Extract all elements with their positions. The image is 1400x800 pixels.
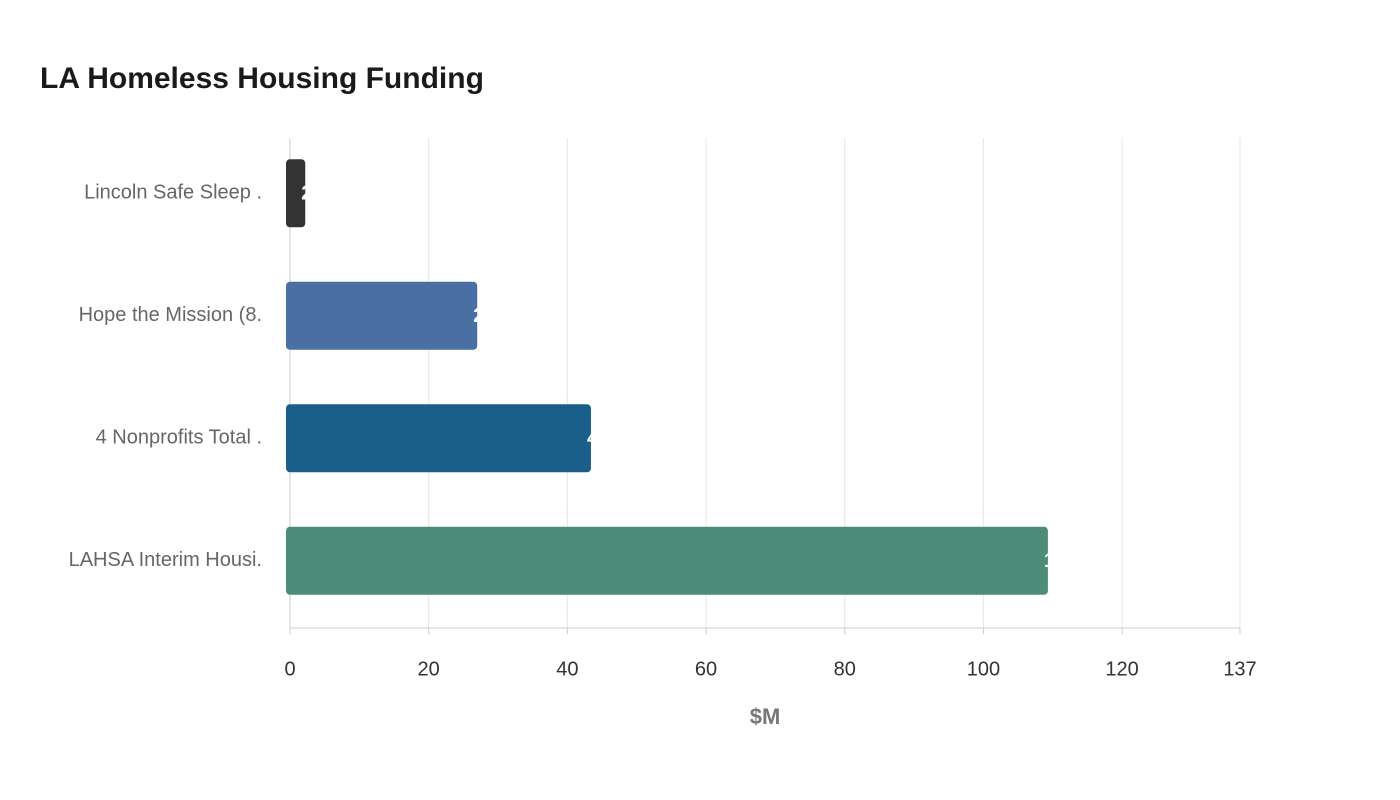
y-tick-label: Lincoln Safe Sleep . [84,182,262,204]
x-tick-label: 137 [1223,658,1256,680]
bar [286,526,1048,595]
x-tick-label: 40 [556,658,578,680]
y-tick-label: Hope the Mission (8. [79,304,262,326]
x-axis-title: $M [750,704,781,729]
y-tick-label: LAHSA Interim Housi. [69,549,262,571]
value-label: 27 [473,305,495,327]
chart-title: LA Homeless Housing Funding [40,62,484,95]
x-tick-label: 120 [1105,658,1138,680]
y-tick-label: 4 Nonprofits Total . [96,427,262,449]
x-tick-label: 100 [967,658,1000,680]
x-tick-label: 20 [418,658,440,680]
value-label: 109.3 [1044,550,1094,572]
bar [286,159,306,228]
bar [286,281,478,350]
x-tick-label: 0 [284,658,295,680]
x-tick-label: 60 [695,658,717,680]
value-label: 43.4 [587,428,627,450]
bar [286,404,591,473]
x-tick-label: 80 [834,658,856,680]
value-label: 2.2 [301,183,329,205]
